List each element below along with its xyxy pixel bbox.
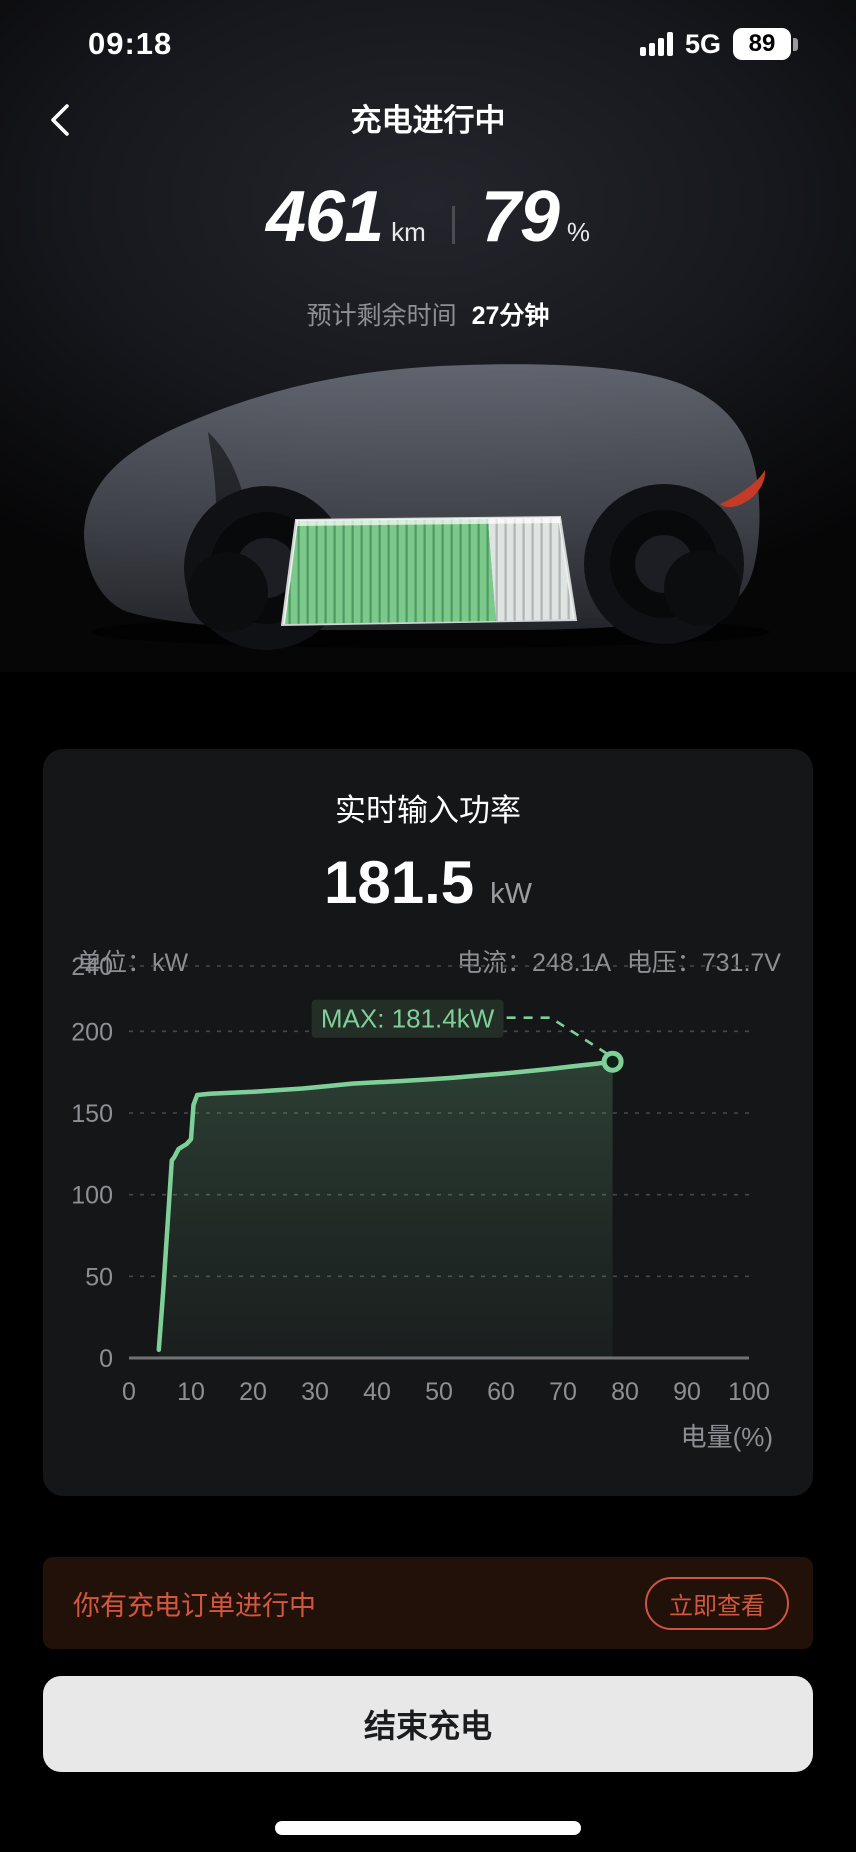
range-stat: 461 km bbox=[266, 176, 426, 258]
back-button[interactable] bbox=[38, 98, 82, 142]
view-order-button[interactable]: 立即查看 bbox=[645, 1576, 789, 1630]
rear-wheel bbox=[584, 484, 744, 644]
x-tick-label: 80 bbox=[611, 1378, 639, 1406]
chart-unit-label: 单位：kW bbox=[77, 949, 189, 977]
power-value: 181.5 bbox=[323, 849, 475, 916]
latest-point-marker bbox=[601, 1050, 624, 1073]
y-tick-label: 240 bbox=[71, 953, 113, 981]
x-tick-label: 90 bbox=[673, 1378, 701, 1406]
power-chart: 0 50 100 150 200 240 0 10 20 30 40 50 60 70 80 90 100 电量(… bbox=[43, 950, 813, 1470]
voltage-reading: 电压：731.7V bbox=[626, 949, 781, 977]
max-callout-line bbox=[506, 1016, 610, 1056]
network-type-label: 5G bbox=[684, 28, 721, 59]
y-tick-label: 150 bbox=[71, 1100, 113, 1128]
x-tick-label: 60 bbox=[487, 1378, 515, 1406]
taillight-accent bbox=[720, 470, 766, 507]
nav-bar: 充电进行中 bbox=[0, 96, 856, 146]
hero-section: 09:18 5G 89 充电进行中 461 km 79 % 预计剩余时 bbox=[0, 0, 856, 672]
current-reading: 电流：248.1A bbox=[456, 949, 610, 977]
range-unit: km bbox=[391, 217, 426, 247]
eta-row: 预计剩余时间 27分钟 bbox=[0, 296, 856, 332]
soc-stat: 79 % bbox=[481, 176, 590, 258]
x-tick-label: 10 bbox=[177, 1378, 205, 1406]
x-tick-label: 70 bbox=[549, 1378, 577, 1406]
battery-pack bbox=[280, 515, 578, 627]
page-title: 充电进行中 bbox=[350, 103, 506, 138]
soc-unit: % bbox=[566, 217, 591, 247]
power-area bbox=[158, 1061, 613, 1358]
range-value: 461 bbox=[265, 177, 384, 257]
battery-charged-region bbox=[285, 519, 496, 624]
battery-cap bbox=[793, 37, 798, 51]
clock: 09:18 bbox=[88, 26, 173, 61]
vehicle-illustration bbox=[58, 336, 798, 666]
x-tick-label: 50 bbox=[425, 1378, 453, 1406]
battery-icon: 89 bbox=[733, 28, 798, 60]
soc-value: 79 bbox=[480, 177, 560, 257]
stat-divider bbox=[451, 206, 455, 244]
battery-empty-region bbox=[488, 518, 573, 621]
max-tooltip-box bbox=[311, 999, 504, 1038]
charge-summary: 461 km 79 % bbox=[0, 176, 856, 258]
x-tick-label: 0 bbox=[122, 1378, 136, 1406]
y-tick-label: 50 bbox=[85, 1263, 113, 1291]
x-tick-label: 100 bbox=[728, 1378, 770, 1406]
power-card-title: 实时输入功率 bbox=[335, 793, 521, 828]
y-tick-label: 0 bbox=[99, 1345, 113, 1373]
power-line bbox=[156, 1059, 615, 1353]
order-banner-text: 你有充电订单进行中 bbox=[73, 1590, 316, 1621]
electrical-readings: 电流：248.1A 电压：731.7V bbox=[447, 943, 781, 979]
battery-percent: 89 bbox=[733, 28, 791, 60]
end-charging-button[interactable]: 结束充电 bbox=[43, 1676, 813, 1772]
power-chart-svg: 0 50 100 150 200 240 0 10 20 30 40 50 60 70 80 90 100 电量(… bbox=[71, 953, 773, 1452]
eta-value: 27分钟 bbox=[471, 302, 550, 330]
charging-order-banner: 你有充电订单进行中 立即查看 bbox=[43, 1557, 813, 1649]
y-tick-label: 100 bbox=[71, 1182, 113, 1210]
x-tick-label: 40 bbox=[363, 1378, 391, 1406]
power-card: 实时输入功率 181.5 kW 单位：kW 电流：248.1A 电压：731.7… bbox=[43, 749, 813, 1496]
max-tooltip-text: MAX: 181.4kW bbox=[321, 1004, 495, 1034]
y-tick-label: 200 bbox=[71, 1018, 113, 1046]
home-indicator[interactable] bbox=[275, 1821, 581, 1835]
status-bar: 09:18 5G 89 bbox=[0, 22, 856, 66]
x-axis-title: 电量(%) bbox=[681, 1422, 773, 1452]
x-tick-label: 30 bbox=[301, 1378, 329, 1406]
power-unit: kW bbox=[490, 878, 533, 910]
x-tick-label: 20 bbox=[239, 1378, 267, 1406]
car-render bbox=[84, 364, 770, 650]
chevron-left-icon bbox=[51, 104, 69, 136]
eta-label: 预计剩余时间 bbox=[306, 302, 457, 330]
cellular-signal-icon bbox=[639, 32, 673, 56]
